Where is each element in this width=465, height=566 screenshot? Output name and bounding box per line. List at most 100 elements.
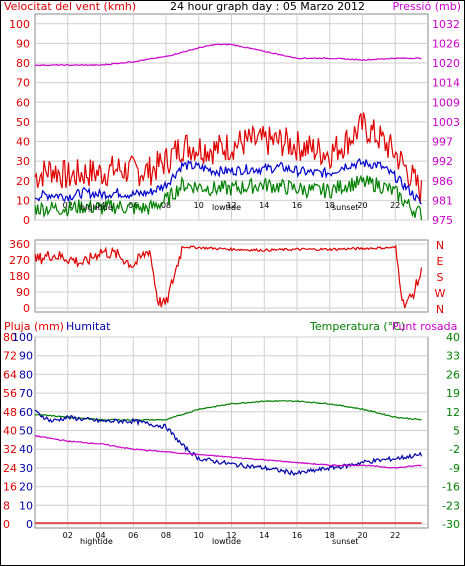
pressure-tick-label: 1014: [432, 77, 460, 90]
marker-lowtide-1: lowtide: [212, 203, 241, 212]
humidity-axis-label: Humitat: [66, 320, 111, 333]
x-tick-label: 18: [325, 201, 335, 210]
x-tick-label: 18: [325, 531, 335, 540]
x-tick-label: 08: [161, 531, 171, 540]
direction-tick-label: 270: [9, 254, 30, 267]
x-tick-label: 14: [259, 201, 269, 210]
panel-temp-x-ticks: 02 04 06 08 10 12 14 16 18 20 22: [63, 531, 401, 540]
x-tick-label: 02: [63, 201, 73, 210]
temperature-tick-label: -30: [442, 518, 460, 531]
panel-wind-series: [34, 43, 423, 221]
rain-tick-label: 48: [3, 406, 17, 419]
series-wind: [34, 157, 422, 205]
temperature-tick-label: -9: [449, 462, 460, 475]
humidity-tick-label: 90: [19, 350, 33, 363]
x-tick-label: 06: [128, 531, 138, 540]
panel-temp-temperature-ticks: -30 -23 -16 -9 -2 5 12 19 26 33 40: [442, 331, 460, 531]
marker-hightide-1: hightide: [80, 203, 113, 212]
humidity-tick-label: 20: [19, 481, 33, 494]
wind-tick-label: 0: [23, 214, 30, 227]
marker-hightide-3: hightide: [80, 537, 113, 546]
x-tick-label: 16: [292, 531, 302, 540]
series-direction: [34, 244, 423, 309]
pressure-tick-label: 981: [432, 194, 453, 207]
direction-tick-label: 180: [9, 270, 30, 283]
series-dewpoint: [34, 435, 422, 469]
wind-tick-label: 70: [16, 77, 30, 90]
temperature-tick-label: -2: [449, 443, 460, 456]
x-tick-label: 10: [194, 201, 204, 210]
compass-tick-label: W: [435, 287, 446, 300]
rain-tick-label: 32: [3, 443, 17, 456]
wind-tick-label: 30: [16, 155, 30, 168]
wind-tick-label: 40: [16, 136, 30, 149]
rain-tick-label: 0: [3, 518, 10, 531]
x-tick-label: 12: [226, 201, 236, 210]
wind-axis-label: Velocitat del vent (kmh): [4, 0, 136, 13]
compass-tick-label: E: [437, 255, 444, 268]
temperature-axis-label: Temperatura (°C): [309, 320, 405, 333]
rain-tick-label: 8: [3, 499, 10, 512]
direction-tick-label: 0: [23, 302, 30, 315]
panel-temp-rain-ticks: 0 8 16 24 32 40 48 56 64 72 80: [3, 331, 17, 531]
temperature-tick-label: 33: [446, 350, 460, 363]
humidity-tick-label: 30: [19, 462, 33, 475]
wind-tick-label: 60: [16, 96, 30, 109]
wind-tick-label: 100: [9, 18, 30, 31]
rain-axis-label: Pluja (mm): [4, 320, 64, 333]
x-tick-label: 20: [357, 201, 367, 210]
x-tick-label: 22: [390, 201, 400, 210]
humidity-tick-label: 60: [19, 406, 33, 419]
humidity-tick-label: 100: [12, 331, 33, 344]
wind-tick-label: 90: [16, 37, 30, 50]
panel-wind-right-ticks: 975 981 986 992 997 1003 1009 1014 1020 1026 1032: [432, 18, 460, 227]
rain-tick-label: 80: [3, 331, 17, 344]
wind-tick-label: 80: [16, 57, 30, 70]
rain-tick-label: 72: [3, 350, 17, 363]
rain-tick-label: 40: [3, 425, 17, 438]
pressure-tick-label: 975: [432, 214, 453, 227]
panel-temp-series: [34, 399, 423, 524]
humidity-tick-label: 80: [19, 368, 33, 381]
rain-tick-label: 56: [3, 387, 17, 400]
humidity-tick-label: 50: [19, 425, 33, 438]
rain-tick-label: 16: [3, 481, 17, 494]
pressure-axis-label: Pressió (mb): [392, 0, 461, 13]
x-tick-label: 14: [259, 531, 269, 540]
temperature-tick-label: 19: [446, 387, 460, 400]
temperature-tick-label: 5: [453, 425, 460, 438]
compass-tick-label: N: [436, 303, 444, 316]
temperature-tick-label: -16: [442, 481, 460, 494]
pressure-tick-label: 1009: [432, 96, 460, 109]
series-gust: [34, 112, 423, 204]
wind-tick-label: 50: [16, 116, 30, 129]
pressure-tick-label: 1003: [432, 116, 460, 129]
marker-sunset-3: sunset: [332, 537, 359, 546]
marker-lowtide-3: lowtide: [212, 537, 241, 546]
humidity-tick-label: 0: [26, 518, 33, 531]
direction-tick-label: 360: [9, 238, 30, 251]
temperature-tick-label: 40: [446, 331, 460, 344]
panel-temp-grid: [35, 336, 428, 528]
humidity-tick-label: 70: [19, 387, 33, 400]
humidity-tick-label: 10: [19, 499, 33, 512]
x-tick-label: 02: [63, 531, 73, 540]
dewpoint-axis-label: Punt rosada: [392, 320, 457, 333]
panel-direction-series: [34, 244, 423, 309]
chart-title: 24 hour graph day : 05 Marzo 2012: [170, 0, 365, 13]
series-pressure: [34, 43, 422, 67]
pressure-tick-label: 1020: [432, 57, 460, 70]
humidity-tick-label: 40: [19, 443, 33, 456]
pressure-tick-label: 997: [432, 136, 453, 149]
wind-tick-label: 20: [16, 175, 30, 188]
panel-direction-left-ticks: 0 90 180 270 360: [9, 238, 30, 315]
compass-tick-label: S: [437, 271, 444, 284]
direction-tick-label: 90: [16, 286, 30, 299]
compass-tick-label: N: [436, 239, 444, 252]
x-tick-label: 04: [95, 531, 105, 540]
marker-sunset-1: sunset: [332, 203, 359, 212]
x-tick-label: 12: [226, 531, 236, 540]
x-tick-label: 10: [194, 531, 204, 540]
